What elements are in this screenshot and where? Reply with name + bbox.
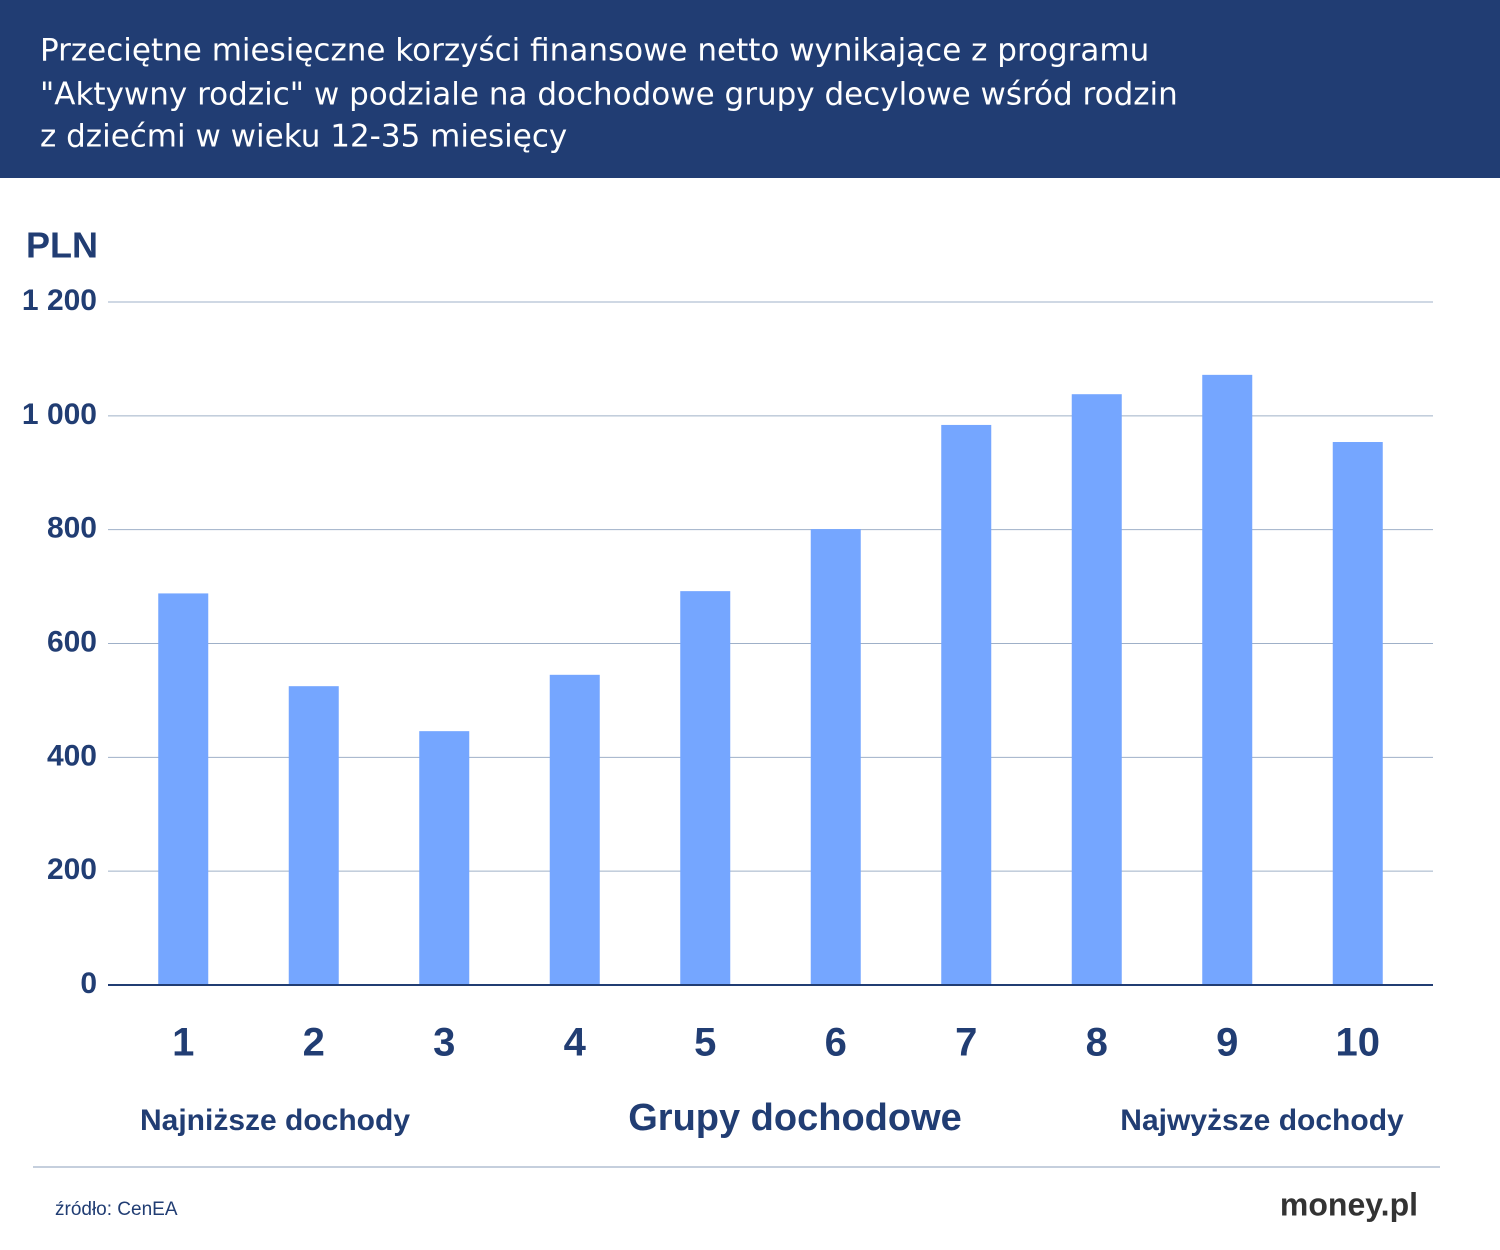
x-tick-label: 3 bbox=[433, 1021, 455, 1065]
y-tick-label: 0 bbox=[80, 967, 97, 1000]
x-tick-label: 6 bbox=[825, 1021, 847, 1065]
bar bbox=[549, 674, 600, 985]
bar bbox=[288, 686, 339, 985]
y-tick-label: 200 bbox=[47, 853, 97, 886]
logo: money.pl bbox=[1280, 1186, 1418, 1222]
x-tick-label: 7 bbox=[955, 1021, 977, 1065]
source: źródło: CenEA bbox=[55, 1199, 178, 1220]
x-tick-label: 8 bbox=[1086, 1021, 1108, 1065]
bar bbox=[680, 591, 731, 985]
y-tick-label: 1 000 bbox=[22, 398, 97, 431]
bar bbox=[158, 593, 209, 985]
x-tick-label: 10 bbox=[1336, 1021, 1381, 1065]
y-axis-label: PLN bbox=[26, 225, 98, 266]
bar bbox=[810, 529, 861, 985]
chart-title: z dziećmi w wieku 12-35 miesięcy bbox=[40, 119, 567, 155]
x-tick-label: 4 bbox=[564, 1021, 587, 1065]
bar bbox=[1071, 394, 1122, 986]
chart-title: "Aktywny rodzic" w podziale na dochodowe… bbox=[40, 77, 1178, 113]
x-tick-label: 9 bbox=[1216, 1021, 1238, 1065]
y-tick-label: 600 bbox=[47, 625, 97, 658]
x-note-right: Najwyższe dochody bbox=[1120, 1104, 1404, 1137]
y-tick-label: 400 bbox=[47, 739, 97, 772]
y-tick-label: 800 bbox=[47, 512, 97, 545]
bar bbox=[419, 731, 470, 985]
x-tick-label: 1 bbox=[172, 1021, 194, 1065]
bar bbox=[1332, 442, 1383, 985]
x-tick-label: 2 bbox=[303, 1021, 325, 1065]
x-note-left: Najniższe dochody bbox=[140, 1104, 410, 1137]
x-axis-label: Grupy dochodowe bbox=[628, 1097, 962, 1139]
bar bbox=[941, 424, 992, 985]
header-band bbox=[0, 0, 1500, 178]
bar bbox=[1202, 374, 1253, 985]
y-tick-label: 1 200 bbox=[22, 284, 97, 317]
x-tick-label: 5 bbox=[694, 1021, 716, 1065]
chart-title: Przeciętne miesięczne korzyści finansowe… bbox=[40, 33, 1149, 69]
